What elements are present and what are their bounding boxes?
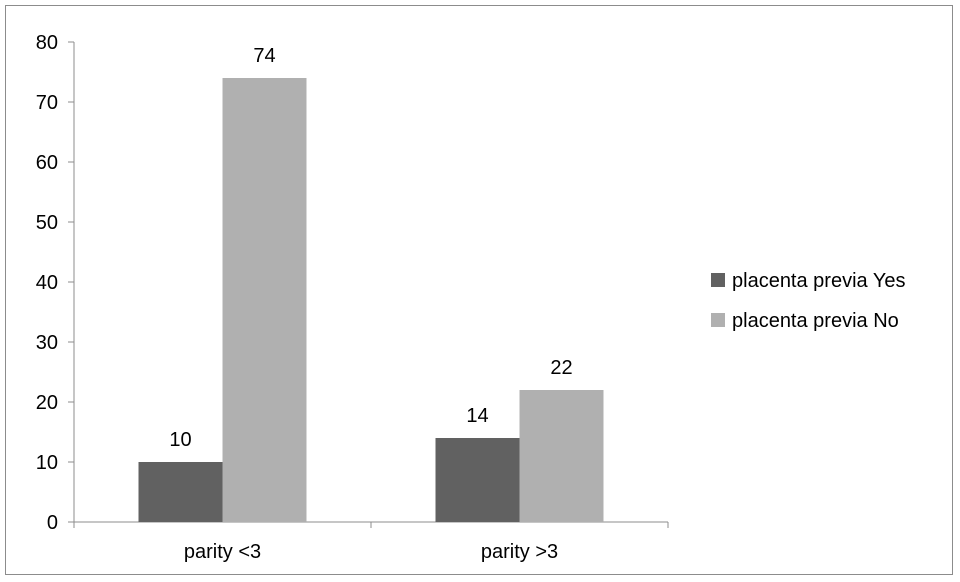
y-tick-label: 70 — [36, 92, 58, 114]
legend-swatch — [711, 273, 725, 287]
y-tick-label: 60 — [36, 152, 58, 174]
y-tick-label: 30 — [36, 332, 58, 354]
bar — [222, 78, 307, 522]
y-tick-label: 10 — [36, 452, 58, 474]
bar — [519, 390, 604, 522]
y-tick-label: 50 — [36, 212, 58, 234]
data-label: 22 — [550, 357, 572, 379]
data-label: 14 — [466, 405, 488, 427]
y-tick-label: 0 — [47, 512, 58, 534]
data-label: 10 — [169, 429, 191, 451]
legend-label: placenta previa Yes — [732, 270, 905, 292]
bar — [435, 438, 520, 522]
x-tick-label: parity <3 — [184, 541, 261, 563]
x-tick-label: parity >3 — [481, 541, 558, 563]
y-tick-label: 40 — [36, 272, 58, 294]
legend-swatch — [711, 313, 725, 327]
data-label: 74 — [253, 45, 275, 67]
y-tick-label: 20 — [36, 392, 58, 414]
bar — [138, 462, 223, 522]
legend-label: placenta previa No — [732, 310, 899, 332]
y-tick-label: 80 — [36, 32, 58, 54]
